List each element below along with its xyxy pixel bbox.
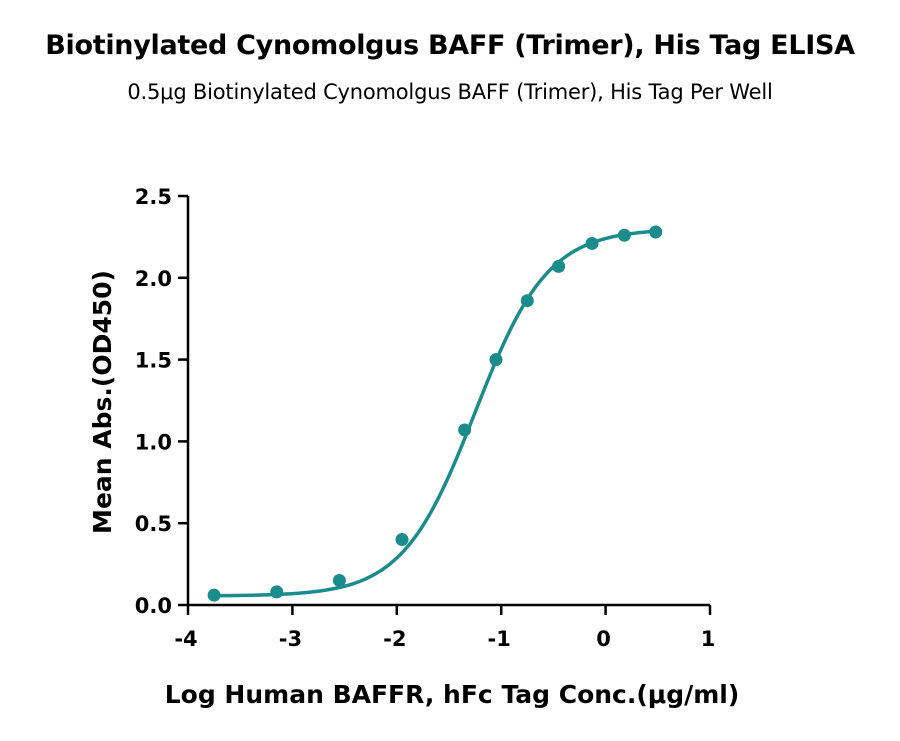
data-point	[332, 573, 346, 587]
data-point	[489, 353, 503, 367]
y-tick-label: 0.5	[135, 512, 172, 536]
y-axis-ticks: 0.0 0.5 1.0 1.5 2.0 2.5	[135, 185, 188, 618]
data-points	[207, 225, 663, 602]
y-axis-title: Mean Abs.(OD450)	[88, 270, 117, 534]
axes	[186, 196, 710, 607]
data-point	[585, 236, 599, 250]
y-tick-label: 0.0	[135, 594, 172, 618]
data-point	[552, 259, 566, 273]
data-point	[649, 225, 663, 239]
x-tick-label: -2	[383, 627, 406, 651]
y-tick-label: 1.5	[135, 349, 172, 373]
y-tick-label: 2.0	[135, 267, 172, 291]
chart-subtitle: 0.5μg Biotinylated Cynomolgus BAFF (Trim…	[127, 80, 773, 104]
fit-curve	[214, 229, 656, 598]
data-point	[458, 423, 472, 437]
x-tick-label: -1	[488, 627, 511, 651]
x-tick-label: -3	[279, 627, 302, 651]
x-tick-label: 0	[596, 627, 611, 651]
data-point	[617, 228, 631, 242]
data-point	[207, 588, 221, 602]
y-tick-label: 1.0	[135, 430, 172, 454]
x-tick-label: -4	[174, 627, 197, 651]
x-tick-label: 1	[701, 627, 716, 651]
data-point	[520, 294, 534, 308]
x-axis-title: Log Human BAFFR, hFc Tag Conc.(μg/ml)	[165, 680, 740, 709]
data-point	[270, 585, 284, 599]
data-point	[395, 533, 409, 547]
y-tick-label: 2.5	[135, 185, 172, 209]
chart-title: Biotinylated Cynomolgus BAFF (Trimer), H…	[45, 30, 855, 61]
x-axis-ticks: -4 -3 -2 -1 0 1	[174, 605, 715, 651]
